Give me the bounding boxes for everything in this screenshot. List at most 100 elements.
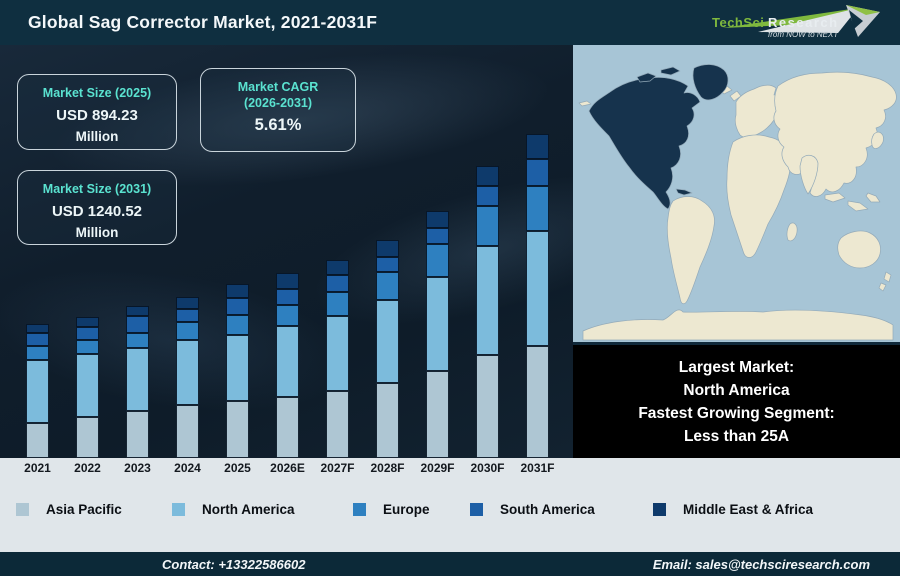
map-se-asia <box>847 200 869 212</box>
bar-segment-north-america <box>26 360 49 423</box>
stat-unit: Million <box>75 129 119 144</box>
bar-segment-south-america <box>76 327 99 340</box>
bar-segment-europe <box>126 333 149 348</box>
bar-segment-north-america <box>526 231 549 346</box>
market-highlights-box: Largest Market: North America Fastest Gr… <box>573 342 900 458</box>
map-se-asia <box>865 192 881 203</box>
footer-bar: Contact: +13322586602 Email: sales@techs… <box>0 552 900 576</box>
largest-market-label: Largest Market: <box>678 358 795 376</box>
bar-segment-middle-east-africa <box>176 297 199 309</box>
x-axis-label-2024: 2024 <box>174 461 201 475</box>
bar-segment-north-america <box>426 277 449 371</box>
bar-segment-south-america <box>526 159 549 186</box>
map-new-zealand <box>883 271 892 283</box>
stat-label: Market Size (2031) <box>42 182 152 196</box>
bar-2023 <box>126 306 149 458</box>
fastest-segment-value: Less than 25A <box>683 427 790 445</box>
x-axis-label-2030F: 2030F <box>470 461 505 475</box>
bar-segment-south-america <box>426 228 449 244</box>
legend-item-south-america: South America <box>470 502 595 517</box>
axis-legend-band: 2021 2022 2023 2024 2025 2026E 2027F 2028F 2029F… <box>0 458 900 552</box>
map-antarctica <box>582 309 894 341</box>
map-japan <box>871 131 884 149</box>
legend-label-north-america: North America <box>202 502 295 517</box>
chart-panel: Market Size (2025) USD 894.23 Million Ma… <box>0 45 573 458</box>
bar-segment-asia-pacific <box>326 391 349 458</box>
legend-swatch-south-america <box>470 503 483 516</box>
bar-segment-europe <box>326 292 349 316</box>
bar-segment-europe <box>526 186 549 231</box>
bar-2021 <box>26 324 49 458</box>
bar-segment-middle-east-africa <box>326 260 349 275</box>
bar-segment-middle-east-africa <box>426 211 449 228</box>
bar-segment-europe <box>226 315 249 335</box>
bar-segment-north-america <box>226 335 249 401</box>
bar-segment-north-america <box>126 348 149 411</box>
fastest-segment-label: Fastest Growing Segment: <box>638 404 835 422</box>
stat-card-market-size-2025: Market Size (2025) USD 894.23 Million <box>17 74 177 150</box>
bar-segment-south-america <box>26 333 49 346</box>
legend-swatch-middle-east-africa <box>653 503 666 516</box>
legend-label-south-america: South America <box>500 502 595 517</box>
logo-wordmark: TechSci Research <box>712 15 839 30</box>
bar-segment-asia-pacific <box>26 423 49 458</box>
bar-segment-asia-pacific <box>226 401 249 458</box>
x-axis-label-2026E: 2026E <box>270 461 305 475</box>
map-greenland-highlight <box>692 64 729 101</box>
bar-segment-south-america <box>326 275 349 292</box>
x-axis-label-2027F: 2027F <box>320 461 355 475</box>
map-africa <box>726 134 791 258</box>
legend-swatch-north-america <box>172 503 185 516</box>
x-axis-label-2028F: 2028F <box>370 461 405 475</box>
bar-segment-north-america <box>76 354 99 417</box>
bar-segment-middle-east-africa <box>376 240 399 257</box>
stat-unit: Million <box>75 225 119 240</box>
bar-2022 <box>76 317 99 458</box>
stat-label-line2: (2026-2031) <box>243 96 313 110</box>
bar-2031F <box>526 134 549 458</box>
legend-swatch-europe <box>353 503 366 516</box>
stat-value: USD 894.23 <box>56 107 138 124</box>
contact-email: Email: sales@techsciresearch.com <box>652 556 870 572</box>
bar-2026E <box>276 273 299 458</box>
legend-item-europe: Europe <box>353 502 430 517</box>
bar-segment-south-america <box>476 186 499 206</box>
bar-segment-europe <box>176 322 199 340</box>
bar-segment-europe <box>376 272 399 300</box>
bar-segment-north-america <box>276 326 299 397</box>
bar-segment-europe <box>426 244 449 277</box>
bar-segment-middle-east-africa <box>476 166 499 186</box>
map-new-zealand <box>878 282 887 292</box>
bar-2025 <box>226 284 249 458</box>
stat-card-market-cagr: Market CAGR (2026-2031) 5.61% <box>200 68 356 152</box>
logo-tagline: from NOW to NEXT <box>768 30 839 39</box>
bar-segment-south-america <box>276 289 299 305</box>
x-axis-label-2025: 2025 <box>224 461 251 475</box>
stat-card-market-size-2031: Market Size (2031) USD 1240.52 Million <box>17 170 177 245</box>
techsci-logo: TechSci Research from NOW to NEXT <box>708 2 888 43</box>
logo-arrow-icon <box>722 5 880 37</box>
bar-segment-asia-pacific <box>426 371 449 458</box>
map-caribbean <box>675 188 693 196</box>
contact-phone: Contact: +13322586602 <box>162 556 306 572</box>
stat-value: 5.61% <box>254 116 302 134</box>
legend-item-asia-pacific: Asia Pacific <box>16 502 122 517</box>
map-se-asia <box>824 192 846 203</box>
map-south-america <box>666 196 715 305</box>
x-axis-label-2021: 2021 <box>24 461 51 475</box>
bar-segment-north-america <box>326 316 349 391</box>
bar-segment-europe <box>76 340 99 354</box>
bar-segment-north-america <box>376 300 399 383</box>
map-north-america-highlight <box>588 77 701 210</box>
bar-segment-europe <box>26 346 49 360</box>
x-axis-label-2022: 2022 <box>74 461 101 475</box>
bar-segment-south-america <box>376 257 399 272</box>
bar-segment-middle-east-africa <box>226 284 249 298</box>
bar-segment-south-america <box>126 316 149 333</box>
bar-2030F <box>476 166 499 458</box>
bar-segment-asia-pacific <box>276 397 299 458</box>
bar-segment-middle-east-africa <box>526 134 549 159</box>
bar-segment-asia-pacific <box>476 355 499 458</box>
legend-item-north-america: North America <box>172 502 295 517</box>
bar-segment-asia-pacific <box>176 405 199 458</box>
